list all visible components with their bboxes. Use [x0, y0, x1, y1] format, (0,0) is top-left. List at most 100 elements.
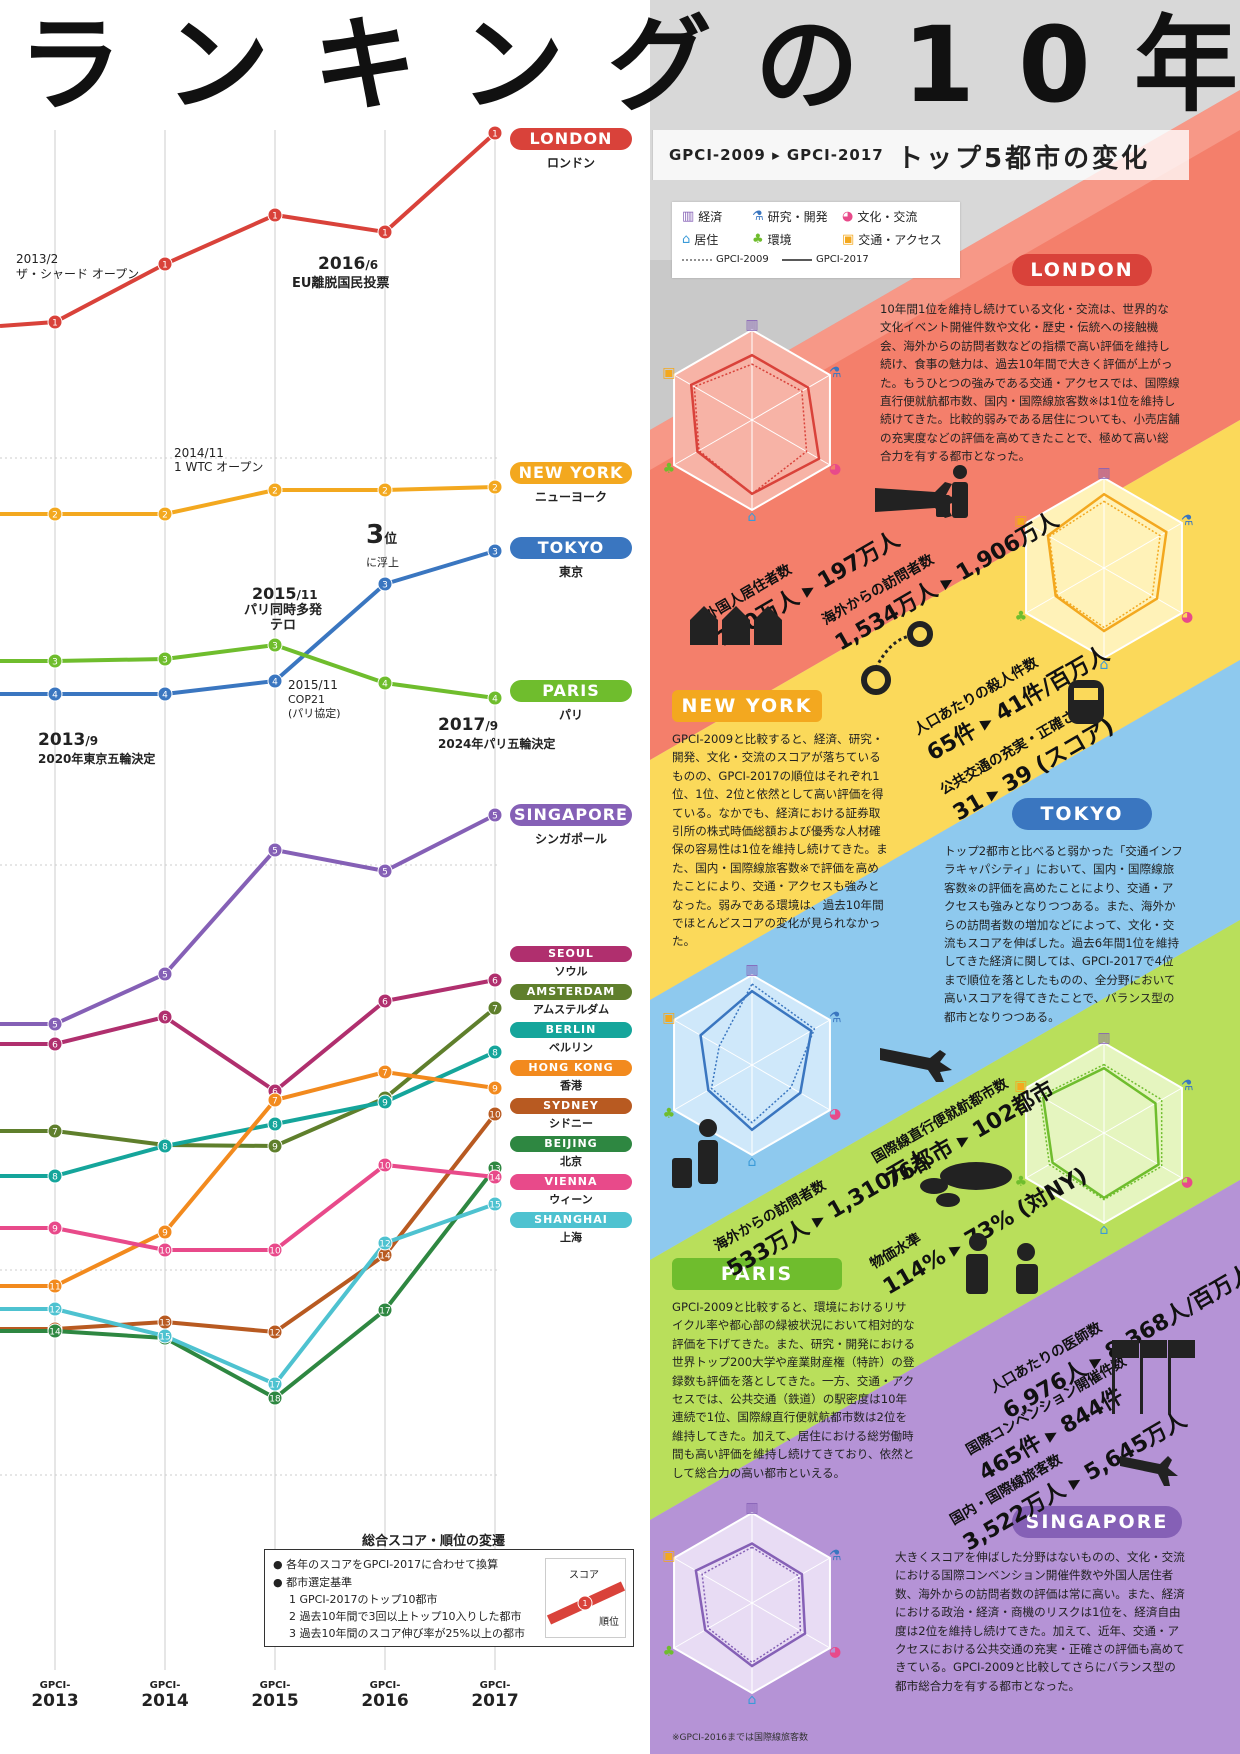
title-char: 年 [1133, 4, 1238, 126]
house-icon: ⌂ [682, 232, 691, 247]
series-label-tokyo: TOKYO [510, 537, 632, 559]
city-description-newyork: GPCI-2009と比較すると、経済、研究・開発、文化・交流のスコアが落ちている… [672, 732, 888, 949]
radar-series-2017 [694, 1542, 807, 1668]
data-point-marker [267, 1138, 283, 1154]
title-char: 1 [902, 4, 975, 126]
data-point-label: 5 [382, 868, 388, 878]
series-line-amsterdam [0, 1006, 497, 1149]
radar-axis [751, 1557, 831, 1604]
tree-icon: ♣ [663, 1106, 676, 1122]
train-icon [1068, 680, 1104, 724]
data-point-label: 7 [272, 1097, 278, 1107]
page-title: ラ ン キ ン グ の 1 0 年 [18, 6, 1238, 124]
data-point: 3 [487, 543, 503, 559]
series-label-jp: シドニー [549, 1117, 593, 1130]
train-icon: ▣ [842, 232, 855, 247]
chart-icon: ▥ [745, 1500, 758, 1516]
data-point-marker [157, 686, 173, 702]
data-point-marker [487, 1106, 503, 1122]
data-point-label: 8 [492, 1049, 498, 1059]
data-point-label: 8 [162, 1143, 168, 1153]
radar-axis [751, 1064, 831, 1111]
flask-icon: ⚗ [752, 209, 764, 224]
train-icon: ▣ [662, 1548, 675, 1564]
data-point-label: 3 [272, 642, 278, 652]
flask-icon: ⚗ [1181, 513, 1194, 529]
x-tick-label: GPCI- 2016 [361, 1680, 409, 1711]
annotation-text: 2020年東京五輪決定 [38, 752, 156, 766]
house-icon: ⌂ [748, 1692, 757, 1708]
data-point-marker [487, 1196, 503, 1212]
data-point: 2 [377, 482, 393, 498]
house-icon: ⌂ [1100, 657, 1109, 673]
data-point-marker [487, 1000, 503, 1016]
annotation-date: 2015/11 [252, 584, 318, 603]
chart-icon: ▥ [1097, 465, 1110, 481]
data-point-marker [157, 256, 173, 272]
data-point: 1 [377, 224, 393, 240]
radar-axis [673, 1557, 753, 1604]
radar-axis [673, 1019, 753, 1066]
data-point-marker [157, 1242, 173, 1258]
series-label-berlin: BERLIN [510, 1022, 632, 1038]
train-icon: ▣ [662, 1010, 675, 1026]
criterion: 3 過去10年間のスコア伸び率が25%以上の都市 [289, 1627, 525, 1640]
radar-axis [1103, 1132, 1183, 1179]
data-point: 2 [157, 506, 173, 522]
tree-icon: ♣ [663, 1644, 676, 1660]
data-point: 4 [377, 675, 393, 691]
method-box: ● 各年のスコアをGPCI-2017に合わせて換算 ● 都市選定基準 1 GPC… [264, 1549, 634, 1647]
x-tick-label: GPCI- 2013 [31, 1680, 79, 1711]
radar-axis [751, 1602, 831, 1649]
data-point-label: 9 [52, 1225, 58, 1235]
mask-icon: ◕ [1181, 609, 1193, 625]
city-description-singapore: 大きくスコアを伸ばした分野はないものの、文化・交流における国際コンベンション開催… [895, 1550, 1185, 1693]
data-point-label: 10 [379, 1162, 391, 1172]
legend-item-access: ▣ 交通・アクセス [842, 232, 942, 247]
x-tick-label: GPCI- 2017 [471, 1680, 519, 1711]
data-point-marker [267, 482, 283, 498]
data-point-label: 8 [272, 1121, 278, 1131]
data-point-label: 5 [162, 971, 168, 981]
data-point: 4 [157, 686, 173, 702]
data-point-marker [47, 1036, 63, 1052]
data-point-label: 10 [489, 1111, 501, 1121]
mask-icon: ◕ [842, 209, 854, 224]
subtitle-band: GPCI-2009 ▸ GPCI-2017 トップ5都市の変化 [652, 130, 1189, 180]
solid-line-icon [782, 258, 812, 261]
series-label-sydney: SYDNEY [510, 1098, 632, 1114]
radar-series-2017 [689, 353, 821, 496]
series-line-vienna [0, 1162, 496, 1252]
data-point: 3 [47, 653, 63, 669]
data-point-label: 5 [492, 812, 498, 822]
data-point-label: 9 [382, 1099, 388, 1109]
data-point: 10 [487, 1106, 503, 1122]
data-point-label: 1 [52, 319, 58, 329]
title-char: グ [607, 4, 712, 126]
radar-series-2009 [1039, 1063, 1163, 1201]
series-label-jp: アムステルダム [532, 1003, 610, 1016]
data-point: 10 [267, 1242, 283, 1258]
data-point: 3 [267, 637, 283, 653]
key-score-label: スコア [569, 1570, 599, 1581]
data-point: 5 [377, 863, 393, 879]
data-point: 9 [47, 1220, 63, 1236]
series-label-jp: 東京 [558, 565, 583, 579]
data-point-label: 6 [492, 977, 498, 987]
legend-item-livability: ⌂ 居住 [682, 232, 719, 247]
data-point-marker [267, 637, 283, 653]
house-icon: ⌂ [748, 1154, 757, 1170]
mask-icon: ◕ [1181, 1174, 1193, 1190]
data-point-label: 3 [162, 656, 168, 666]
subtitle-heading: トップ5都市の変化 [897, 144, 1151, 174]
data-point: 12 [267, 1324, 283, 1340]
data-point-marker [487, 125, 503, 141]
data-point-label: 1 [492, 130, 498, 140]
data-point: 4 [487, 690, 503, 706]
data-point-label: 3 [382, 581, 388, 591]
house-icon: ⌂ [748, 509, 757, 525]
data-point-marker [47, 1323, 63, 1339]
radar-chart: ▥ ⚗ ◕ ⌂ ♣ ▣ [1014, 1030, 1193, 1238]
data-point-label: 2 [272, 487, 278, 497]
